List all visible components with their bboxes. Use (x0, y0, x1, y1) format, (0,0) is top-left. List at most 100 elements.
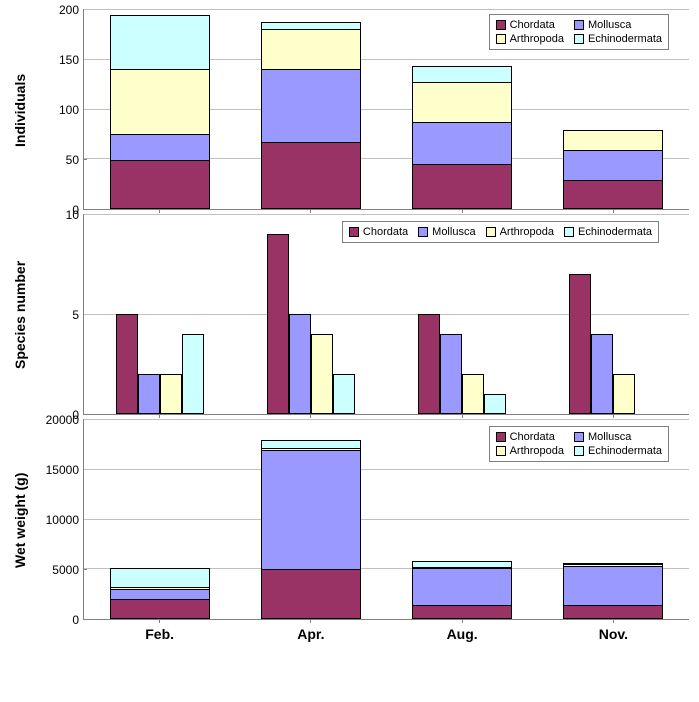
y-axis-label: Species number (10, 215, 34, 415)
bar-segment-arthropoda (563, 130, 663, 150)
bar-segment-chordata (563, 180, 663, 209)
bar-chordata (569, 274, 591, 414)
legend-swatch (349, 227, 359, 237)
legend-label: Mollusca (588, 19, 631, 31)
legend-swatch (564, 227, 574, 237)
plot-area: ChordataMolluscaArthropodaEchinodermata (84, 420, 689, 620)
x-tick-mark (462, 414, 463, 418)
legend-swatch (496, 34, 506, 44)
x-tick-mark (159, 414, 160, 418)
x-axis-label: Feb. (100, 626, 220, 642)
legend-label: Arthropoda (510, 33, 564, 45)
bar-segment-chordata (412, 164, 512, 209)
legend-label: Echinodermata (588, 33, 662, 45)
stacked-bar (412, 66, 512, 209)
bars-container (84, 215, 689, 414)
bar-segment-echinodermata (110, 15, 210, 69)
bar-segment-chordata (261, 142, 361, 209)
stacked-bar (110, 15, 210, 209)
x-tick-mark (462, 619, 463, 623)
legend-swatch (574, 446, 584, 456)
y-axis-ticks: 05000100001500020000 (34, 420, 84, 620)
legend-label: Chordata (510, 431, 555, 443)
legend-label: Mollusca (432, 226, 475, 238)
bar-segment-mollusca (261, 69, 361, 142)
charts-panel: Individuals050100150200ChordataMolluscaA… (10, 10, 689, 642)
x-tick-mark (613, 414, 614, 418)
bar-group (110, 10, 210, 209)
stacked-bar (563, 563, 663, 619)
legend-item-arthropoda: Arthropoda (486, 226, 554, 238)
x-axis: Feb. Apr. Aug. Nov. (84, 626, 689, 642)
x-tick-marks (84, 209, 689, 213)
bar-arthropoda (613, 374, 635, 414)
bar-segment-mollusca (563, 150, 663, 180)
legend-swatch (486, 227, 496, 237)
bar-echinodermata (484, 394, 506, 414)
x-axis-label: Aug. (402, 626, 522, 642)
bar-segment-mollusca (412, 568, 512, 605)
bar-mollusca (289, 314, 311, 414)
bar-arthropoda (311, 334, 333, 414)
bar-segment-arthropoda (412, 82, 512, 122)
stacked-bar (110, 568, 210, 619)
chart2: Species number0510ChordataMolluscaArthro… (10, 215, 689, 415)
bar-segment-mollusca (563, 566, 663, 605)
stacked-bar (412, 561, 512, 619)
legend: Chordata Mollusca Arthropoda Echinodermata (489, 14, 669, 50)
bar-segment-arthropoda (261, 29, 361, 69)
y-tick-label: 5000 (52, 563, 79, 577)
legend-item-arthropoda: Arthropoda (496, 445, 564, 457)
x-tick-marks (84, 414, 689, 418)
legend-item-echinodermata: Echinodermata (574, 33, 662, 45)
x-tick-mark (159, 209, 160, 213)
y-axis-label: Individuals (10, 10, 34, 210)
x-axis-label: Nov. (553, 626, 673, 642)
legend-swatch (574, 432, 584, 442)
y-tick-label: 10000 (46, 513, 79, 527)
x-tick-mark (310, 414, 311, 418)
bar-mollusca (138, 374, 160, 414)
bar-chordata (418, 314, 440, 414)
legend-item-arthropoda: Arthropoda (496, 33, 564, 45)
bar-segment-arthropoda (110, 69, 210, 134)
legend-label: Echinodermata (578, 226, 652, 238)
bar-echinodermata (182, 334, 204, 414)
chart3: Wet weight (g)05000100001500020000Chorda… (10, 420, 689, 642)
legend-item-chordata: Chordata (496, 431, 564, 443)
legend-swatch (418, 227, 428, 237)
bar-chordata (116, 314, 138, 414)
bar-arthropoda (160, 374, 182, 414)
y-axis-label: Wet weight (g) (10, 420, 34, 620)
bar-segment-mollusca (412, 122, 512, 164)
legend-label: Chordata (510, 19, 555, 31)
legend-swatch (496, 20, 506, 30)
bar-group (261, 10, 361, 209)
bar-group (110, 420, 210, 619)
bar-group (116, 215, 204, 414)
y-tick-label: 5 (72, 308, 79, 322)
bar-mollusca (591, 334, 613, 414)
bar-echinodermata (333, 374, 355, 414)
x-tick-mark (613, 619, 614, 623)
x-axis-label: Apr. (251, 626, 371, 642)
stacked-bar (563, 130, 663, 209)
legend-label: Arthropoda (500, 226, 554, 238)
plot-area: Chordata Mollusca Arthropoda Echinodermata (84, 215, 689, 415)
y-tick-label: 20000 (46, 413, 79, 427)
chart-area: Wet weight (g)05000100001500020000Chorda… (10, 420, 689, 620)
bar-chordata (267, 234, 289, 414)
legend-label: Echinodermata (588, 445, 662, 457)
bar-segment-chordata (412, 605, 512, 619)
legend-item-chordata: Chordata (496, 19, 564, 31)
legend-swatch (496, 446, 506, 456)
bar-segment-chordata (110, 160, 210, 209)
plot-area: Chordata Mollusca Arthropoda Echinodermata (84, 10, 689, 210)
legend-item-echinodermata: Echinodermata (564, 226, 652, 238)
bar-group (261, 420, 361, 619)
legend-label: Chordata (363, 226, 408, 238)
bar-segment-echinodermata (261, 440, 361, 448)
legend: ChordataMolluscaArthropodaEchinodermata (489, 426, 669, 462)
bar-segment-echinodermata (412, 66, 512, 82)
x-tick-mark (310, 619, 311, 623)
